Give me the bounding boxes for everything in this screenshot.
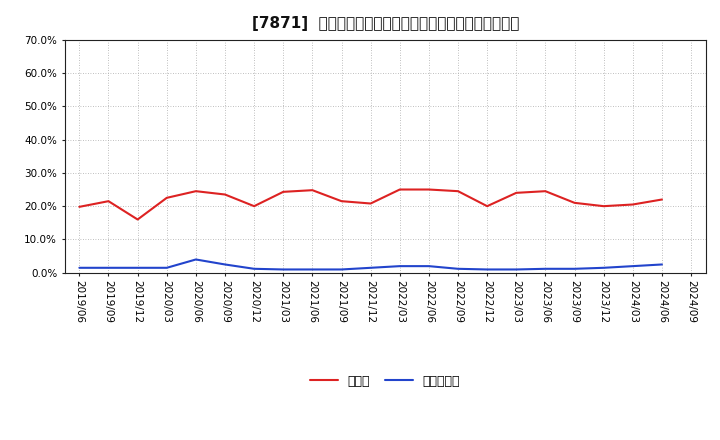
- 現預金: [75, 204, 84, 209]
- 有利子負債: [425, 264, 433, 269]
- 現預金: [308, 187, 317, 193]
- 現預金: [512, 190, 521, 195]
- 現預金: [629, 202, 637, 207]
- Line: 現預金: 現預金: [79, 190, 662, 220]
- 現預金: [250, 204, 258, 209]
- 現預金: [570, 200, 579, 205]
- 有利子負債: [657, 262, 666, 267]
- 有利子負債: [192, 257, 200, 262]
- 有利子負債: [395, 264, 404, 269]
- 現預金: [192, 188, 200, 194]
- Legend: 現預金, 有利子負債: 現預金, 有利子負債: [310, 375, 460, 388]
- 現預金: [541, 188, 550, 194]
- 現預金: [483, 204, 492, 209]
- 現預金: [337, 198, 346, 204]
- 有利子負債: [366, 265, 375, 271]
- 有利子負債: [483, 267, 492, 272]
- 現預金: [366, 201, 375, 206]
- 現預金: [657, 197, 666, 202]
- 有利子負債: [337, 267, 346, 272]
- 有利子負債: [599, 265, 608, 271]
- 有利子負債: [163, 265, 171, 271]
- 現預金: [454, 188, 462, 194]
- 有利子負債: [570, 266, 579, 271]
- 有利子負債: [104, 265, 113, 271]
- 現預金: [163, 195, 171, 201]
- 現預金: [133, 217, 142, 222]
- 有利子負債: [629, 264, 637, 269]
- 現預金: [220, 192, 229, 197]
- Title: [7871]  現預金、有利子負債の総資産に対する比率の推移: [7871] 現預金、有利子負債の総資産に対する比率の推移: [251, 16, 519, 32]
- 有利子負債: [220, 262, 229, 267]
- 現預金: [425, 187, 433, 192]
- Line: 有利子負債: 有利子負債: [79, 260, 662, 269]
- 現預金: [395, 187, 404, 192]
- 有利子負債: [454, 266, 462, 271]
- 有利子負債: [75, 265, 84, 271]
- 現預金: [279, 189, 287, 194]
- 有利子負債: [279, 267, 287, 272]
- 現預金: [599, 204, 608, 209]
- 有利子負債: [133, 265, 142, 271]
- 有利子負債: [512, 267, 521, 272]
- 有利子負債: [250, 266, 258, 271]
- 有利子負債: [541, 266, 550, 271]
- 有利子負債: [308, 267, 317, 272]
- 現預金: [104, 198, 113, 204]
